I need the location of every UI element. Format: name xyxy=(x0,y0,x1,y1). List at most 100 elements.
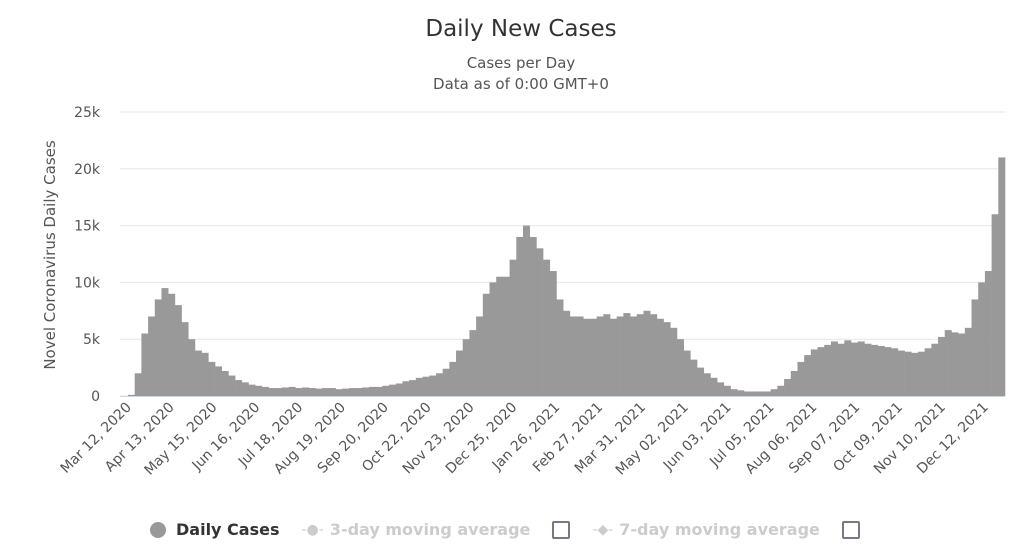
bar xyxy=(456,350,464,396)
chart-subtitle-2: Data as of 0:00 GMT+0 xyxy=(433,75,609,93)
bar xyxy=(288,386,296,396)
bar xyxy=(984,271,992,396)
bar xyxy=(964,327,972,396)
bar xyxy=(697,367,705,396)
bar xyxy=(610,318,618,396)
bar xyxy=(884,347,892,396)
bar xyxy=(864,343,872,396)
bar xyxy=(777,385,785,396)
bar xyxy=(375,386,383,396)
bar xyxy=(268,388,276,396)
y-tick-label: 15k xyxy=(74,219,101,235)
line-marker-icon: -◆- xyxy=(592,521,614,538)
bar xyxy=(395,383,403,396)
y-tick-label: 0 xyxy=(91,389,100,405)
y-tick-label: 25k xyxy=(74,105,101,121)
bar xyxy=(623,313,631,396)
bar xyxy=(690,359,698,396)
bar xyxy=(703,373,711,396)
bar xyxy=(134,373,142,396)
y-tick-label: 5k xyxy=(83,332,101,348)
bar xyxy=(261,386,269,396)
y-tick-label: 20k xyxy=(74,162,101,178)
bar xyxy=(824,344,832,396)
bar xyxy=(543,259,551,396)
legend-7-day-average[interactable]: -◆- 7-day moving average xyxy=(592,520,819,539)
bar xyxy=(576,316,584,396)
bar xyxy=(328,388,336,396)
bar xyxy=(563,310,571,396)
bar xyxy=(194,350,202,396)
bar xyxy=(790,371,798,396)
bar xyxy=(369,386,377,396)
bar xyxy=(663,322,671,396)
bar xyxy=(750,391,758,396)
bar xyxy=(924,348,932,396)
bar xyxy=(730,389,738,396)
bar xyxy=(670,327,678,396)
bar xyxy=(851,342,859,396)
bar xyxy=(931,343,939,396)
bar xyxy=(168,293,176,396)
bar xyxy=(549,271,557,396)
bar xyxy=(148,316,156,396)
legend-label: Daily Cases xyxy=(176,520,280,539)
y-axis-title: Novel Coronavirus Daily Cases xyxy=(41,140,59,370)
bar xyxy=(737,390,745,396)
bar xyxy=(837,343,845,396)
bar xyxy=(596,316,604,396)
bar xyxy=(897,350,905,396)
bar xyxy=(536,248,544,396)
bar xyxy=(757,391,765,396)
bar xyxy=(871,344,879,396)
circle-icon xyxy=(150,521,166,538)
toggle-3-day-checkbox[interactable] xyxy=(552,520,571,539)
toggle-7-day-checkbox[interactable] xyxy=(841,520,860,539)
bar xyxy=(683,350,691,396)
bar xyxy=(804,355,812,396)
bar xyxy=(315,388,323,396)
y-tick-label: 10k xyxy=(74,275,101,291)
bar xyxy=(569,316,577,396)
bar xyxy=(476,316,484,396)
bar xyxy=(355,388,363,396)
bar xyxy=(469,330,477,396)
bar xyxy=(763,391,771,396)
bar xyxy=(322,388,330,396)
bar xyxy=(302,387,310,396)
bar xyxy=(308,388,316,396)
bar xyxy=(710,377,718,396)
bar xyxy=(743,391,751,396)
bar xyxy=(516,236,524,396)
legend-label: 3-day moving average xyxy=(329,520,531,539)
bar xyxy=(161,288,169,396)
bar xyxy=(650,314,658,396)
bar xyxy=(522,225,530,396)
bar xyxy=(917,351,925,396)
bar xyxy=(295,388,303,396)
bar xyxy=(676,339,684,396)
bar xyxy=(991,214,999,396)
line-marker-icon: -●- xyxy=(301,521,324,538)
bar xyxy=(636,314,644,396)
bar xyxy=(489,282,497,396)
bar xyxy=(482,293,490,396)
bar xyxy=(797,361,805,396)
bar xyxy=(891,348,899,396)
bar xyxy=(616,316,624,396)
bar xyxy=(556,299,564,396)
bar xyxy=(174,305,182,396)
bar xyxy=(944,330,952,396)
bar xyxy=(656,318,664,396)
bar xyxy=(529,236,537,396)
legend-3-day-average[interactable]: -●- 3-day moving average xyxy=(301,520,530,539)
bar xyxy=(830,341,838,396)
bar xyxy=(409,380,417,396)
bar xyxy=(911,352,919,396)
bar xyxy=(215,366,223,396)
bar xyxy=(496,276,504,396)
bar xyxy=(281,387,289,396)
legend-daily-cases[interactable]: Daily Cases xyxy=(150,520,279,539)
